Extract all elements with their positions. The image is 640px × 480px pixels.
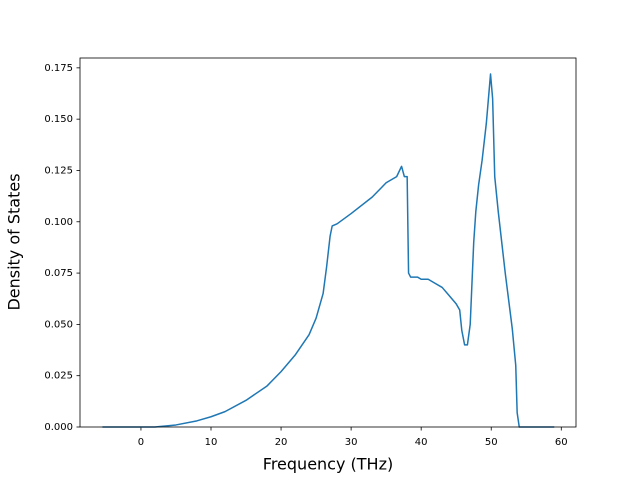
x-tick-label: 50: [485, 437, 498, 448]
y-tick-label: 0.075: [44, 268, 73, 279]
line: [102, 73, 555, 428]
x-tick-label: 0: [138, 437, 144, 448]
y-axis-label: Density of States: [5, 173, 24, 310]
y-tick-label: 0.100: [44, 217, 73, 228]
y-tick-label: 0.175: [44, 63, 73, 74]
x-tick-label: 10: [205, 437, 218, 448]
y-tick-label: 0.125: [44, 165, 73, 176]
axes-frame: [79, 57, 577, 428]
y-tick-label: 0.025: [44, 371, 73, 382]
x-tick-label: 60: [555, 437, 568, 448]
y-tick-label: 0.150: [44, 114, 73, 125]
x-tick-label: 30: [345, 437, 358, 448]
y-tick-label: 0.000: [44, 422, 73, 433]
y-tick-label: 0.050: [44, 319, 73, 330]
x-tick-label: 20: [275, 437, 288, 448]
x-tick-label: 40: [415, 437, 428, 448]
x-axis-label: Frequency (THz): [263, 455, 393, 474]
